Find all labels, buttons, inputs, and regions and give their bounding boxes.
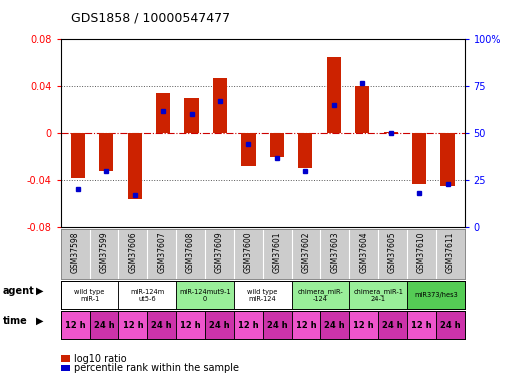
Bar bbox=[61, 281, 118, 309]
Text: GSM37611: GSM37611 bbox=[446, 231, 455, 273]
Text: GSM37604: GSM37604 bbox=[359, 231, 368, 273]
Text: agent: agent bbox=[3, 286, 34, 296]
Text: time: time bbox=[3, 316, 27, 326]
Bar bbox=[176, 311, 205, 339]
Text: 12 h: 12 h bbox=[238, 321, 259, 330]
Bar bbox=[349, 281, 407, 309]
Text: ▶: ▶ bbox=[36, 286, 43, 296]
Text: 24 h: 24 h bbox=[382, 321, 403, 330]
Bar bbox=[327, 57, 341, 133]
Text: miR-124m
ut5-6: miR-124m ut5-6 bbox=[130, 289, 164, 302]
Text: GSM37606: GSM37606 bbox=[128, 231, 137, 273]
Text: 24 h: 24 h bbox=[440, 321, 460, 330]
Text: 24 h: 24 h bbox=[267, 321, 287, 330]
Bar bbox=[355, 86, 370, 133]
Text: 12 h: 12 h bbox=[296, 321, 316, 330]
Bar bbox=[118, 311, 147, 339]
Text: GSM37603: GSM37603 bbox=[331, 231, 340, 273]
Bar bbox=[213, 78, 227, 133]
Bar bbox=[436, 311, 465, 339]
Text: 12 h: 12 h bbox=[411, 321, 432, 330]
Bar bbox=[407, 311, 436, 339]
Text: GSM37609: GSM37609 bbox=[215, 231, 224, 273]
Text: ▶: ▶ bbox=[36, 316, 43, 326]
Text: wild type
miR-1: wild type miR-1 bbox=[74, 289, 105, 302]
Text: 12 h: 12 h bbox=[353, 321, 374, 330]
Text: GSM37599: GSM37599 bbox=[99, 231, 108, 273]
Bar bbox=[205, 311, 234, 339]
Bar bbox=[263, 311, 291, 339]
Text: 12 h: 12 h bbox=[122, 321, 143, 330]
Text: 24 h: 24 h bbox=[152, 321, 172, 330]
Bar bbox=[291, 281, 349, 309]
Text: percentile rank within the sample: percentile rank within the sample bbox=[74, 363, 239, 373]
Text: log10 ratio: log10 ratio bbox=[74, 354, 127, 363]
Text: 12 h: 12 h bbox=[180, 321, 201, 330]
Bar bbox=[99, 133, 114, 171]
Text: miR-124mut9-1
0: miR-124mut9-1 0 bbox=[179, 289, 231, 302]
Bar bbox=[270, 133, 284, 157]
Bar bbox=[71, 133, 85, 178]
Text: GSM37602: GSM37602 bbox=[301, 231, 310, 273]
Text: miR373/hes3: miR373/hes3 bbox=[414, 292, 458, 298]
Text: GSM37607: GSM37607 bbox=[157, 231, 166, 273]
Bar bbox=[234, 281, 291, 309]
Bar bbox=[407, 281, 465, 309]
Text: chimera_miR-1
24-1: chimera_miR-1 24-1 bbox=[353, 288, 403, 302]
Text: GSM37598: GSM37598 bbox=[71, 231, 80, 273]
Bar bbox=[156, 93, 170, 133]
Bar bbox=[90, 311, 118, 339]
Text: GSM37610: GSM37610 bbox=[417, 231, 426, 273]
Text: 24 h: 24 h bbox=[93, 321, 114, 330]
Bar bbox=[349, 311, 378, 339]
Bar bbox=[383, 132, 398, 133]
Text: GSM37600: GSM37600 bbox=[244, 231, 253, 273]
Bar bbox=[234, 311, 262, 339]
Text: chimera_miR-
-124: chimera_miR- -124 bbox=[297, 288, 343, 302]
Bar bbox=[378, 311, 407, 339]
Bar bbox=[184, 98, 199, 133]
Bar bbox=[176, 281, 234, 309]
Text: GSM37605: GSM37605 bbox=[388, 231, 397, 273]
Text: wild type
miR-124: wild type miR-124 bbox=[248, 289, 278, 302]
Text: GDS1858 / 10000547477: GDS1858 / 10000547477 bbox=[71, 11, 230, 24]
Bar bbox=[412, 133, 426, 183]
Bar bbox=[440, 133, 455, 186]
Bar bbox=[241, 133, 256, 166]
Bar bbox=[128, 133, 142, 199]
Text: 24 h: 24 h bbox=[209, 321, 230, 330]
Bar bbox=[147, 311, 176, 339]
Text: 24 h: 24 h bbox=[325, 321, 345, 330]
Text: GSM37601: GSM37601 bbox=[272, 231, 281, 273]
Bar bbox=[291, 311, 320, 339]
Bar bbox=[61, 311, 90, 339]
Text: GSM37608: GSM37608 bbox=[186, 231, 195, 273]
Bar bbox=[298, 133, 313, 168]
Bar bbox=[118, 281, 176, 309]
Text: 12 h: 12 h bbox=[65, 321, 86, 330]
Bar bbox=[320, 311, 349, 339]
